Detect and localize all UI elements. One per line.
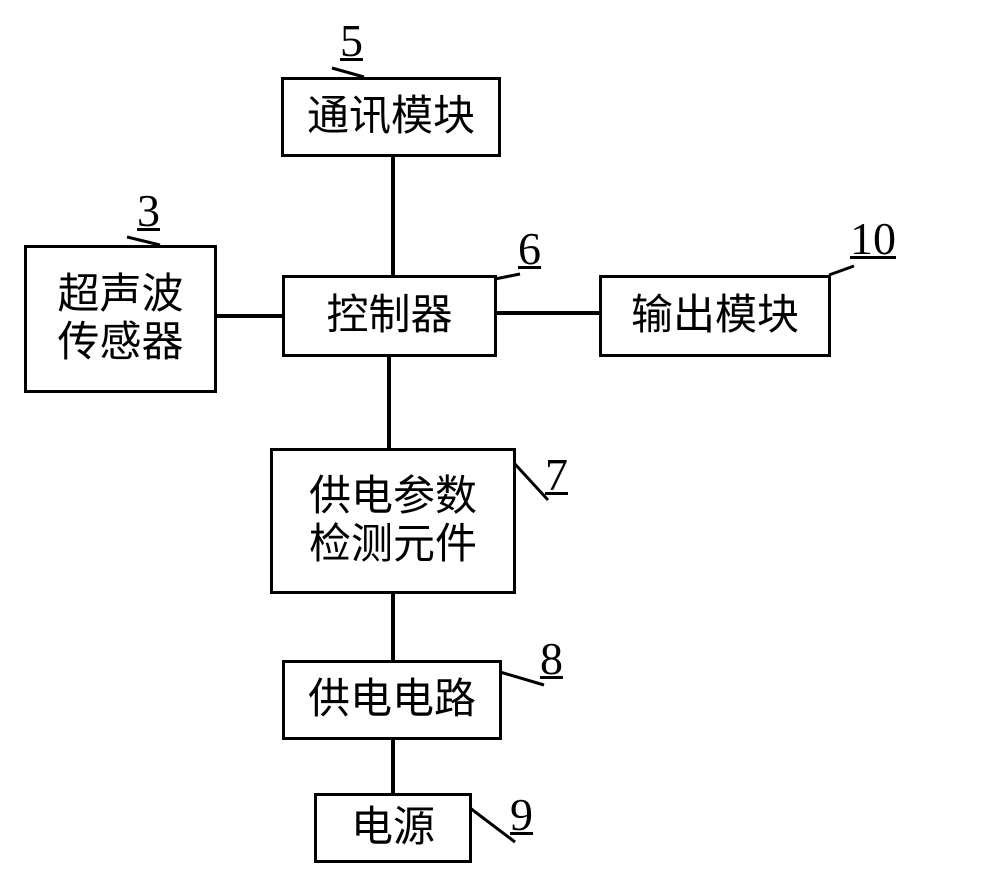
- node-output-module: 输出模块: [599, 275, 831, 357]
- node-comm-module-label: 通讯模块: [307, 93, 475, 141]
- edge-circuit-to-source: [391, 740, 395, 793]
- callout-label-7: 7: [545, 448, 568, 501]
- callout-label-8: 8: [540, 632, 563, 685]
- edge-ultrasonic-to-controller: [217, 314, 282, 318]
- edge-comm-to-controller: [391, 157, 395, 275]
- callout-label-3: 3: [137, 184, 160, 237]
- node-controller-label: 控制器: [326, 292, 452, 340]
- node-power-circuit: 供电电路: [282, 660, 502, 740]
- edge-detect-to-circuit: [391, 594, 395, 660]
- node-power-source-label: 电源: [351, 804, 435, 852]
- node-power-circuit-label: 供电电路: [308, 676, 476, 724]
- edge-controller-to-detect: [387, 357, 391, 448]
- callout-label-6: 6: [518, 222, 541, 275]
- node-ultrasonic-sensor: 超声波 传感器: [24, 245, 217, 393]
- callout-label-9: 9: [510, 788, 533, 841]
- node-comm-module: 通讯模块: [281, 77, 501, 157]
- node-power-source: 电源: [314, 793, 472, 863]
- node-power-detect-label: 供电参数 检测元件: [309, 473, 477, 570]
- node-power-detect: 供电参数 检测元件: [270, 448, 516, 594]
- node-ultrasonic-sensor-label: 超声波 传感器: [57, 271, 183, 368]
- node-output-module-label: 输出模块: [631, 292, 799, 340]
- edge-controller-to-output: [497, 311, 599, 315]
- callout-label-10: 10: [850, 212, 896, 265]
- callout-label-5: 5: [340, 14, 363, 67]
- node-controller: 控制器: [282, 275, 497, 357]
